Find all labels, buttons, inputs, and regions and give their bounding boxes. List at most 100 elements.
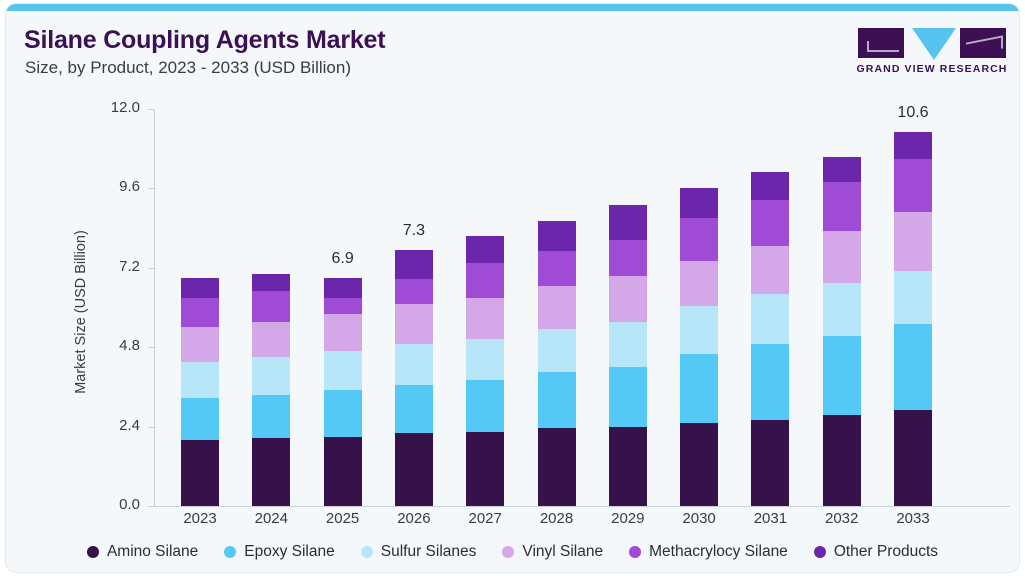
chart-legend: Amino Silane Epoxy Silane Sulfur Silanes Vi… — [6, 537, 1019, 567]
bar-segment[interactable] — [608, 367, 647, 427]
bar-segment[interactable] — [466, 380, 505, 432]
bar-segment[interactable] — [680, 218, 719, 262]
bar-segment[interactable] — [680, 423, 719, 506]
bar-segment[interactable] — [466, 262, 505, 298]
bar-stack[interactable] — [822, 4, 861, 506]
bar-segment[interactable] — [252, 438, 291, 506]
bar-segment[interactable] — [323, 314, 362, 351]
bar-stack[interactable] — [680, 4, 719, 506]
bar-segment[interactable] — [680, 261, 719, 306]
x-tick-label: 2026 — [397, 510, 431, 527]
bar-segment[interactable] — [466, 338, 505, 381]
legend-item-amino-silane[interactable]: Amino Silane — [86, 543, 198, 561]
bar-segment[interactable] — [537, 221, 576, 252]
y-tick-label: 2.4 — [119, 416, 140, 434]
x-tick-label: 2025 — [325, 510, 360, 527]
bar-segment[interactable] — [394, 304, 433, 344]
bar-segment[interactable] — [181, 277, 219, 298]
bar-segment[interactable] — [751, 294, 790, 344]
bar-segment[interactable] — [394, 385, 433, 434]
bar-segment[interactable] — [894, 132, 932, 159]
bar-stack[interactable] — [751, 4, 790, 506]
bar-segment[interactable] — [466, 297, 505, 339]
bar-segment[interactable] — [822, 231, 861, 283]
bar-segment[interactable] — [751, 171, 790, 200]
bar-segment[interactable] — [181, 297, 219, 328]
bar-segment[interactable] — [751, 343, 790, 420]
bar-segment[interactable] — [394, 249, 433, 280]
stacked-bar-chart: Market Size (USD Billion) 0.0 2.4 4.8 7.2 9.… — [6, 4, 1019, 572]
bar-stack[interactable] — [894, 4, 932, 506]
bar-stack[interactable] — [323, 4, 362, 506]
y-tick-label: 12.0 — [110, 99, 140, 116]
bar-segment[interactable] — [252, 357, 291, 396]
bar-segment[interactable] — [252, 274, 291, 291]
bar-stack[interactable] — [537, 4, 576, 506]
bar-segment[interactable] — [537, 251, 576, 286]
bar-segment[interactable] — [822, 181, 861, 232]
bar-segment[interactable] — [537, 329, 576, 372]
bar-segment[interactable] — [894, 271, 932, 325]
bar-segment[interactable] — [323, 277, 362, 298]
bar-segment[interactable] — [822, 335, 861, 415]
bar-stack[interactable] — [394, 4, 433, 506]
bar-segment[interactable] — [894, 324, 932, 411]
bar-segment[interactable] — [394, 433, 433, 506]
bar-segment[interactable] — [608, 426, 647, 506]
x-tick-label: 2031 — [753, 510, 788, 527]
y-tick-mark — [148, 426, 155, 428]
bar-value-label: 6.9 — [331, 249, 354, 267]
bar-segment[interactable] — [680, 188, 719, 219]
bar-segment[interactable] — [608, 322, 647, 368]
bar-segment[interactable] — [608, 239, 647, 277]
bar-segment[interactable] — [323, 297, 362, 315]
bar-stack[interactable] — [181, 4, 219, 506]
bar-segment[interactable] — [252, 395, 291, 439]
bar-segment[interactable] — [822, 282, 861, 336]
legend-item-methacrylocy-silane[interactable]: Methacrylocy Silane — [629, 543, 788, 561]
bar-segment[interactable] — [751, 419, 790, 506]
bar-segment[interactable] — [822, 156, 861, 182]
bar-stack[interactable] — [466, 4, 505, 506]
bar-segment[interactable] — [394, 343, 433, 386]
bar-segment[interactable] — [252, 322, 291, 358]
legend-item-sulfur-silanes[interactable]: Sulfur Silanes — [360, 543, 476, 561]
bar-segment[interactable] — [323, 350, 362, 391]
bar-segment[interactable] — [751, 199, 790, 247]
bar-segment[interactable] — [537, 428, 576, 506]
bar-segment[interactable] — [181, 362, 219, 399]
x-tick-label: 2023 — [183, 510, 217, 527]
legend-item-vinyl-silane[interactable]: Vinyl Silane — [502, 543, 603, 561]
bar-segment[interactable] — [466, 236, 505, 263]
bar-segment[interactable] — [680, 353, 719, 424]
bar-segment[interactable] — [323, 390, 362, 437]
bar-segment[interactable] — [323, 436, 362, 506]
bar-segment[interactable] — [894, 158, 932, 212]
bar-stack[interactable] — [608, 4, 647, 506]
bar-stack[interactable] — [252, 4, 291, 506]
bar-segment[interactable] — [608, 276, 647, 323]
bar-segment[interactable] — [394, 279, 433, 305]
bar-segment[interactable] — [181, 398, 219, 440]
x-tick-label: 2033 — [896, 510, 930, 527]
bar-segment[interactable] — [181, 439, 219, 506]
legend-item-epoxy-silane[interactable]: Epoxy Silane — [224, 543, 335, 561]
logo-text: GRAND VIEW RESEARCH — [856, 63, 1008, 75]
bar-segment[interactable] — [466, 431, 505, 506]
legend-item-label: Epoxy Silane — [244, 543, 335, 560]
legend-item-other-products[interactable]: Other Products — [813, 543, 938, 561]
bar-segment[interactable] — [537, 285, 576, 329]
bar-segment[interactable] — [252, 290, 291, 323]
bar-segment[interactable] — [680, 305, 719, 354]
bar-segment[interactable] — [537, 372, 576, 429]
bar-segment[interactable] — [608, 204, 647, 240]
logo-triangle-icon — [912, 28, 956, 60]
bar-segment[interactable] — [181, 327, 219, 363]
x-tick-label: 2027 — [468, 510, 502, 527]
y-tick-mark — [148, 347, 155, 349]
bar-segment[interactable] — [751, 246, 790, 295]
legend-item-label: Vinyl Silane — [522, 543, 604, 560]
bar-segment[interactable] — [894, 211, 932, 272]
bar-segment[interactable] — [894, 410, 932, 506]
bar-segment[interactable] — [822, 415, 861, 506]
